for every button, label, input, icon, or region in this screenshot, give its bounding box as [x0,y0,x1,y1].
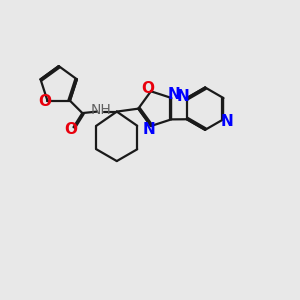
Text: N: N [220,113,233,128]
Text: O: O [39,94,52,110]
Text: N: N [167,88,180,103]
Text: N: N [177,89,190,104]
Text: N: N [143,122,156,137]
Text: NH: NH [90,103,111,117]
Text: O: O [142,81,154,96]
Text: O: O [64,122,77,137]
